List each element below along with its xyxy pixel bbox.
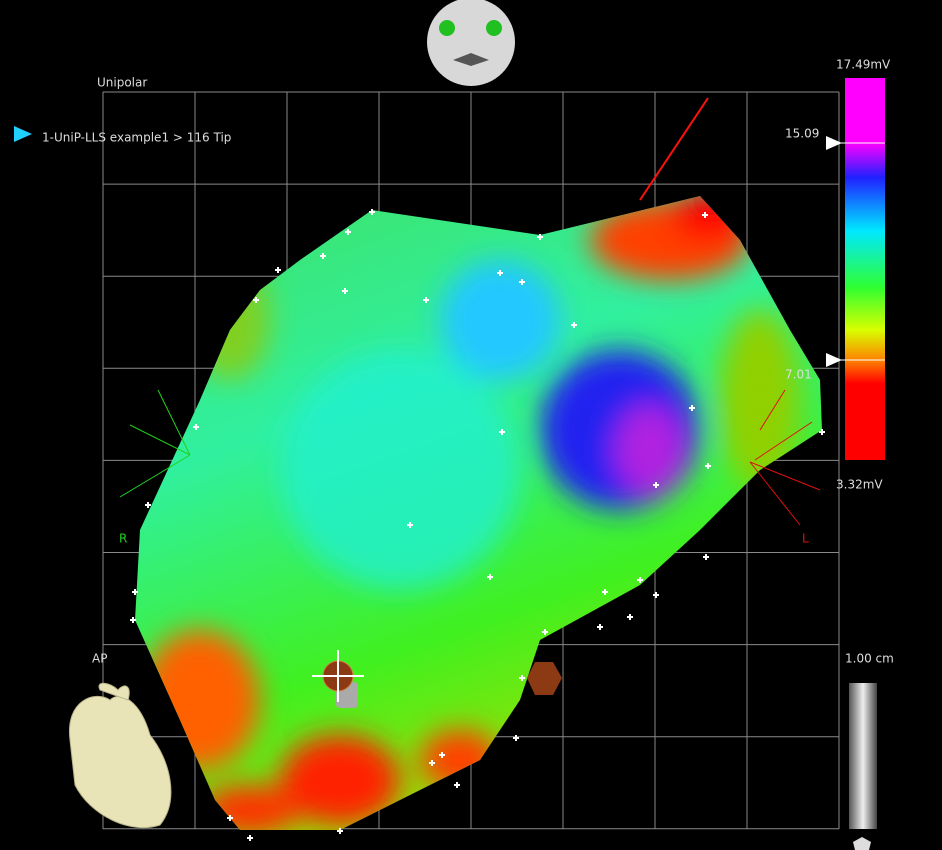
scale-max: 17.49mV <box>836 58 891 72</box>
axis-l <box>749 389 821 526</box>
right-label: R <box>119 532 127 546</box>
scale-bar-label: 1.00 cm <box>845 652 894 666</box>
activation-map <box>135 196 822 830</box>
mode-label: Unipolar <box>97 76 147 90</box>
axis-r <box>119 389 191 498</box>
heart-icon <box>69 682 172 829</box>
orientation-label: AP <box>92 652 107 666</box>
scale-upper: 15.09 <box>785 127 819 141</box>
lower-handle[interactable] <box>826 353 842 367</box>
color-bar <box>845 78 885 460</box>
point-marker[interactable] <box>14 126 32 142</box>
scale-bar <box>849 683 877 829</box>
left-label: L <box>802 532 809 546</box>
catheter-line <box>639 97 709 201</box>
face-icon <box>427 0 515 86</box>
scale-lower: 7.01 <box>785 368 812 382</box>
reference-marker <box>527 662 562 695</box>
catheter-tip <box>312 650 364 708</box>
scale-min: 3.32mV <box>836 478 883 492</box>
point-label[interactable]: 1-UniP-LLS example1 > 116 Tip <box>42 131 231 145</box>
upper-handle[interactable] <box>826 136 842 150</box>
sample-points <box>130 209 825 841</box>
scale-bar-handle[interactable] <box>853 837 871 850</box>
